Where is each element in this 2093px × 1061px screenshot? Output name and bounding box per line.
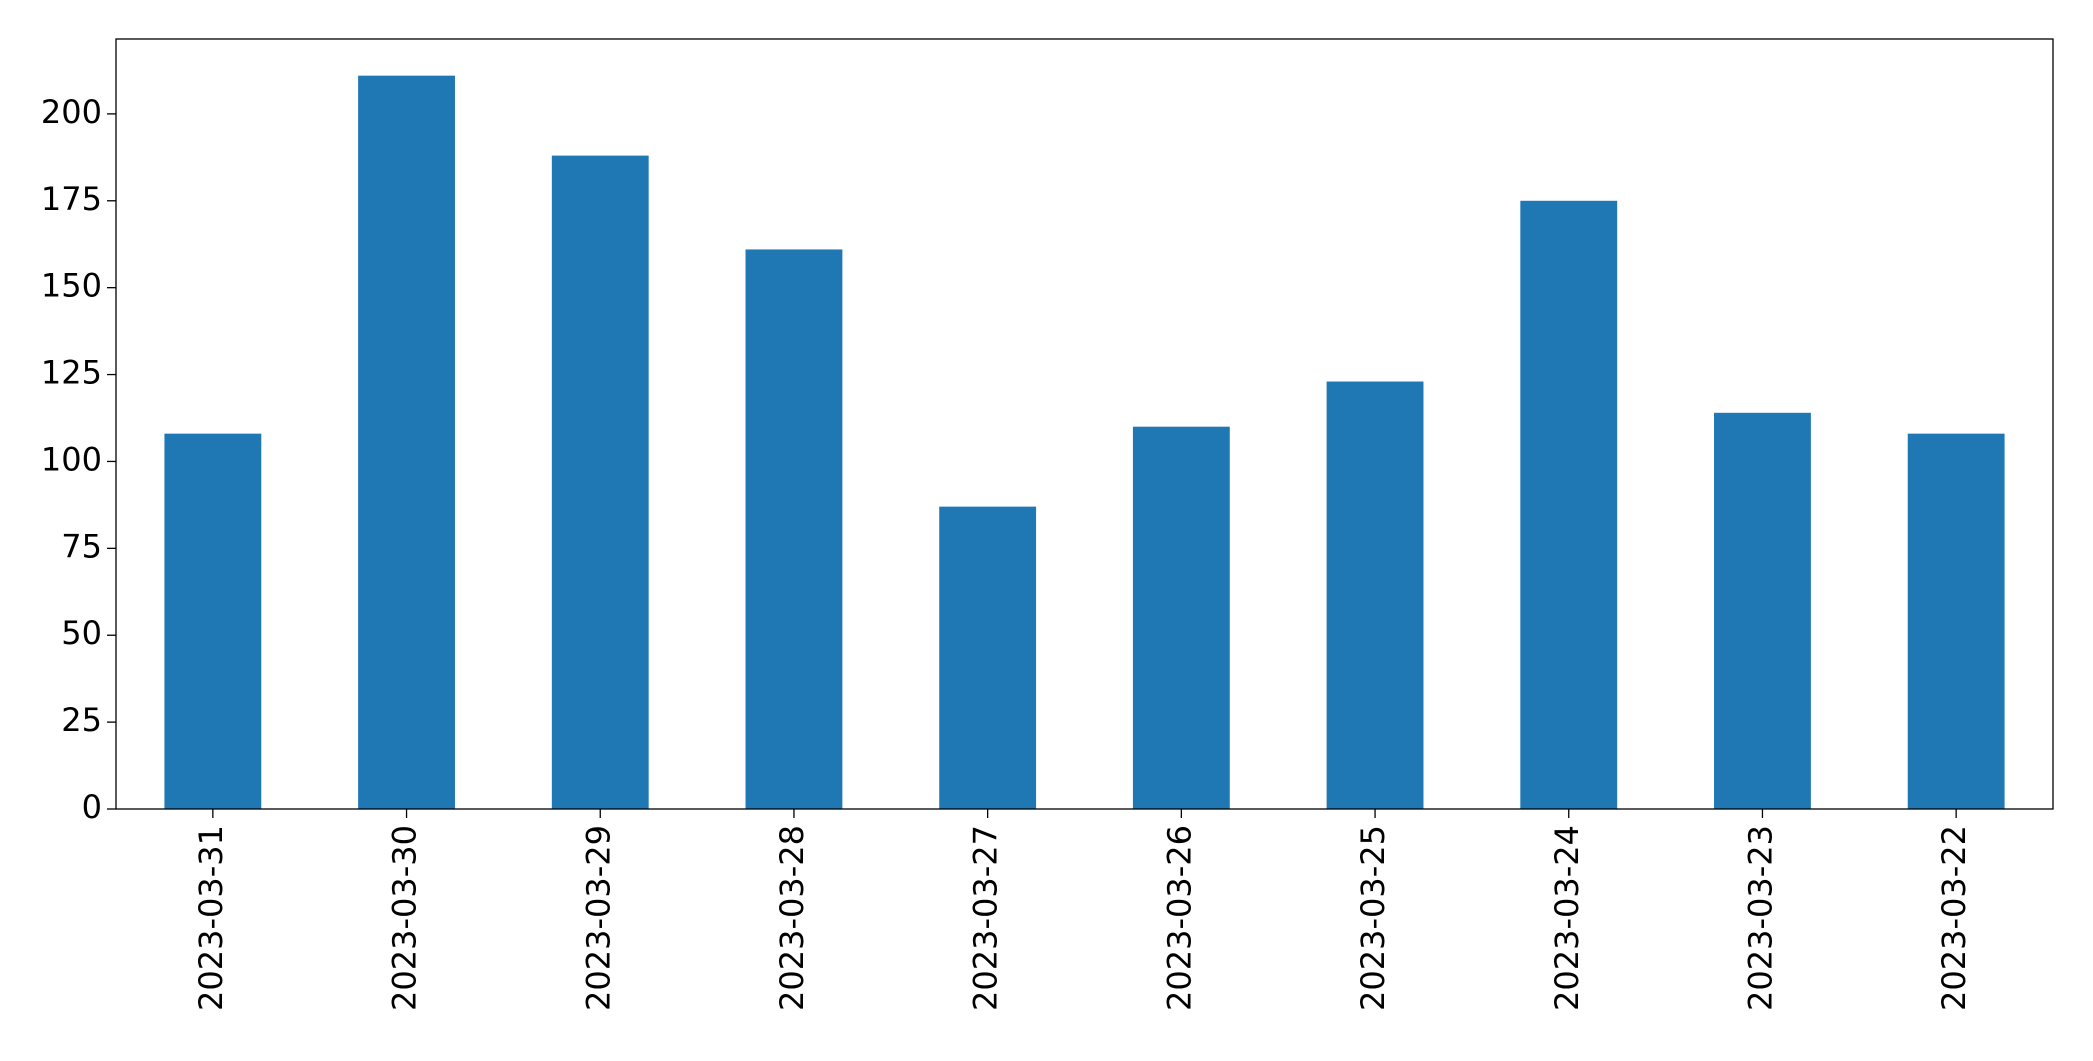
x-tick-label: 2023-03-27 bbox=[967, 825, 1005, 1011]
y-tick-label: 25 bbox=[61, 701, 102, 739]
y-tick-label: 100 bbox=[41, 440, 102, 478]
bar bbox=[164, 433, 262, 809]
y-tick-label: 175 bbox=[41, 180, 102, 218]
y-tick-label: 50 bbox=[61, 614, 102, 652]
x-tick-label: 2023-03-29 bbox=[579, 825, 617, 1011]
x-tick-label: 2023-03-25 bbox=[1354, 825, 1392, 1011]
x-tick-label: 2023-03-26 bbox=[1160, 825, 1198, 1011]
bar bbox=[1714, 412, 1811, 809]
y-tick-label: 150 bbox=[41, 267, 102, 305]
bar bbox=[1132, 426, 1230, 809]
x-tick-label: 2023-03-31 bbox=[192, 825, 230, 1011]
x-tick-label: 2023-03-23 bbox=[1741, 825, 1779, 1011]
x-tick-label: 2023-03-22 bbox=[1935, 825, 1973, 1011]
y-tick-label: 125 bbox=[41, 354, 102, 392]
x-tick-label: 2023-03-28 bbox=[773, 825, 811, 1011]
bar bbox=[939, 506, 1037, 809]
x-tick-label: 2023-03-30 bbox=[386, 825, 424, 1011]
bar bbox=[551, 155, 649, 810]
x-tick-label: 2023-03-24 bbox=[1548, 825, 1586, 1011]
bar bbox=[358, 75, 455, 809]
y-tick-label: 200 bbox=[41, 93, 102, 131]
bar bbox=[1326, 381, 1424, 809]
bar bbox=[1520, 200, 1618, 809]
y-tick-label: 0 bbox=[82, 788, 102, 826]
y-tick-label: 75 bbox=[61, 527, 102, 565]
bar bbox=[745, 249, 843, 810]
bar bbox=[1907, 433, 2005, 809]
plot-frame bbox=[115, 38, 2054, 810]
